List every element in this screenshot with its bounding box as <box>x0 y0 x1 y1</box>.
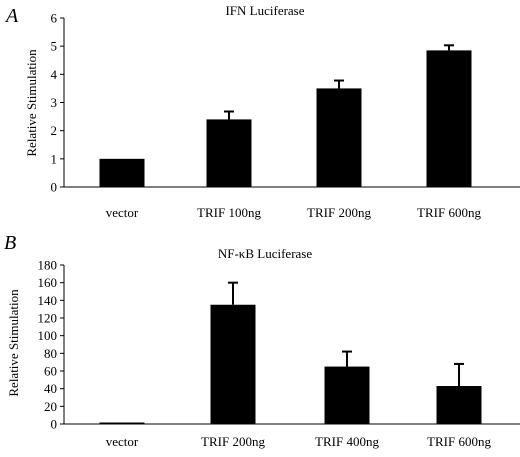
panel-a-y-tick-label: 5 <box>51 39 58 54</box>
panel-a-y-tick-label: 2 <box>51 123 58 138</box>
panel-a-category-label: TRIF 200ng <box>307 205 371 220</box>
panel-b-y-ticks: 0 20 40 60 80 100 120 140 160 180 <box>38 258 64 432</box>
panel-a-y-tick-label: 3 <box>51 95 58 110</box>
panel-b-y-tick-label: 40 <box>44 381 57 396</box>
panel-b-bar <box>99 422 145 424</box>
panel-b-category-label: TRIF 200ng <box>201 434 265 449</box>
panel-b-y-tick-label: 100 <box>38 328 58 343</box>
panel-a-chart: A IFN Luciferase Relative Stimulation 0 1… <box>4 3 520 220</box>
panel-a-y-tick-label: 0 <box>51 180 58 195</box>
panel-a-categories: vector TRIF 100ng TRIF 200ng TRIF 600ng <box>106 205 482 220</box>
panel-a-category-label: TRIF 100ng <box>197 205 261 220</box>
panel-b-bar <box>436 386 482 424</box>
panel-a-bars <box>99 44 472 188</box>
panel-a-bar <box>99 158 145 187</box>
panel-a-category-label: vector <box>106 205 139 220</box>
panel-a-y-tick-label: 6 <box>51 11 58 26</box>
panel-a-y-tick-label: 1 <box>51 151 58 166</box>
panel-b-y-tick-label: 20 <box>44 399 57 414</box>
panel-b-title: NF-κB Luciferase <box>218 246 312 261</box>
panel-b-category-label: TRIF 600ng <box>427 434 491 449</box>
panel-a-letter: A <box>4 5 19 27</box>
panel-b-y-tick-label: 60 <box>44 364 57 379</box>
panel-a-y-tick-label: 4 <box>51 67 58 82</box>
panel-a-title: IFN Luciferase <box>225 3 304 18</box>
panel-b-y-tick-label: 160 <box>38 275 58 290</box>
panel-b-y-tick-label: 180 <box>38 258 58 273</box>
panel-b-letter: B <box>4 232 16 254</box>
panel-b-y-tick-label: 120 <box>38 311 58 326</box>
panel-b-category-label: TRIF 400ng <box>315 434 379 449</box>
panel-a-ylabel: Relative Stimulation <box>24 49 39 157</box>
panel-b-bar <box>210 304 256 424</box>
panel-b-ylabel: Relative Stimulation <box>6 289 21 397</box>
panel-b-y-tick-label: 140 <box>38 293 58 308</box>
panel-b-bar <box>324 366 370 424</box>
panel-b-y-tick-label: 80 <box>44 346 57 361</box>
panel-a-bar <box>206 119 252 187</box>
panel-a-bar <box>316 88 362 187</box>
panel-b-category-label: vector <box>106 434 139 449</box>
panel-a-bar <box>426 50 472 188</box>
panel-b-chart: B NF-κB Luciferase Relative Stimulation … <box>4 232 520 449</box>
panel-b-bars <box>99 281 482 424</box>
panel-b-categories: vector TRIF 200ng TRIF 400ng TRIF 600ng <box>106 434 492 449</box>
panel-b-y-tick-label: 0 <box>51 417 58 432</box>
panel-a-category-label: TRIF 600ng <box>417 205 481 220</box>
panel-a-y-ticks: 0 1 2 3 4 5 6 <box>51 11 64 195</box>
